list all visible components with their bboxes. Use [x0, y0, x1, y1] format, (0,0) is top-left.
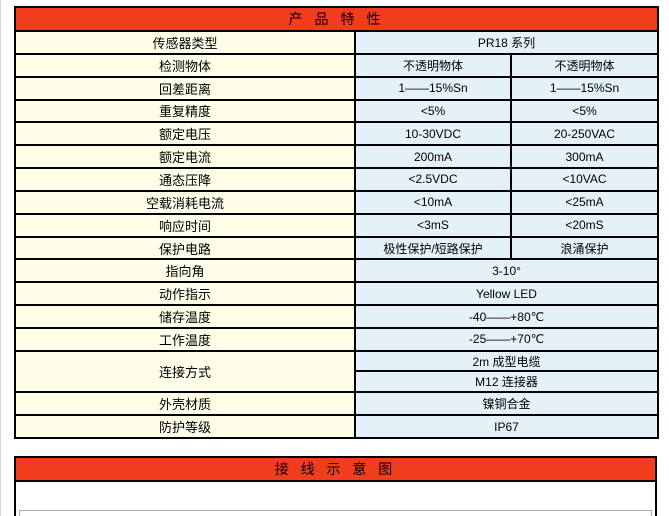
spec-value: 200mA [354, 144, 512, 170]
spec-label: 额定电压 [14, 121, 356, 147]
spec-label: 防护等级 [14, 414, 356, 439]
wiring-diagram-image [19, 510, 652, 516]
wiring-section-table: 接 线 示 意 图 [14, 456, 657, 516]
spec-row: 额定电压 10-30VDC 20-250VAC [14, 121, 660, 147]
spec-row: 重复精度 <5% <5% [14, 98, 660, 124]
spec-value: PR18 系列 [353, 30, 660, 55]
wiring-body-row [14, 480, 657, 516]
spec-value: <3mS [354, 212, 512, 238]
spec-value: 1——15%Sn [354, 75, 512, 101]
spec-row: 检测物体 不透明物体 不透明物体 [14, 52, 660, 78]
spec-row: 通态压降 <2.5VDC <10VAC [14, 167, 660, 192]
spec-label: 外壳材质 [14, 391, 356, 416]
spec-label: 重复精度 [14, 98, 356, 124]
spec-label: 指向角 [14, 258, 356, 284]
spec-label: 检测物体 [14, 52, 356, 78]
section-title-wiring-diagram: 接 线 示 意 图 [14, 456, 657, 482]
spec-value: <5% [509, 98, 660, 124]
spec-row: 指向角 3-10° [14, 258, 660, 284]
spec-value: 10-30VDC [354, 121, 512, 147]
spec-value: IP67 [353, 414, 660, 439]
spec-value: <10mA [354, 189, 512, 215]
spec-label: 空载消耗电流 [14, 189, 356, 215]
spec-label: 响应时间 [14, 212, 356, 238]
spec-label: 保护电路 [14, 235, 356, 261]
spec-value: 1——15%Sn [509, 75, 660, 101]
spec-row: 外壳材质 镍铜合金 [14, 391, 660, 416]
spec-row: 保护电路 极性保护/短路保护 浪涌保护 [14, 235, 660, 261]
spec-label: 连接方式 [14, 349, 356, 394]
spec-value: 20-250VAC [509, 121, 660, 147]
spec-value: <5% [354, 98, 512, 124]
spec-value: 3-10° [353, 258, 660, 284]
spec-value: 不透明物体 [509, 52, 660, 78]
spec-row: 防护等级 IP67 [14, 414, 660, 439]
spec-value: 2m 成型电缆 [353, 349, 660, 373]
spec-row: 储存温度 -40——+80℃ [14, 304, 660, 329]
spec-value: <25mA [509, 189, 660, 215]
spec-row: 动作指示 Yellow LED [14, 281, 660, 307]
spec-label: 传感器类型 [14, 30, 356, 55]
spec-label: 回差距离 [14, 75, 356, 101]
spec-value: 极性保护/短路保护 [354, 235, 512, 261]
spec-row: 传感器类型 PR18 系列 [14, 30, 660, 55]
spec-row: M12 连接器 [15, 370, 660, 394]
spec-value: <10VAC [509, 167, 660, 192]
spec-value: 浪涌保护 [509, 235, 660, 261]
spec-label: 通态压降 [14, 167, 356, 192]
spec-value: Yellow LED [353, 281, 660, 307]
spec-label: 工作温度 [14, 326, 356, 352]
spec-value: <20mS [509, 212, 660, 238]
section-title-product-features: 产 品 特 性 [13, 6, 660, 32]
spec-row: 工作温度 -25——+70℃ [14, 326, 660, 352]
spec-row: 额定电流 200mA 300mA [14, 144, 660, 170]
spec-row: 空载消耗电流 <10mA <25mA [14, 189, 660, 215]
spec-value: M12 连接器 [353, 370, 660, 394]
spec-label: 额定电流 [14, 144, 356, 170]
wiring-header-row: 接 线 示 意 图 [14, 456, 657, 482]
spec-header-row: 产 品 特 性 [13, 6, 660, 32]
spec-label: 动作指示 [14, 281, 356, 307]
spec-row: 回差距离 1——15%Sn 1——15%Sn [14, 75, 660, 101]
spec-row: 连接方式 2m 成型电缆 [14, 349, 660, 394]
spec-value: 镍铜合金 [353, 391, 660, 416]
spec-value: <2.5VDC [354, 167, 512, 192]
product-spec-table: 产 品 特 性 传感器类型 PR18 系列 检测物体 不透明物体 不透明物体 回差距离 1—… [13, 6, 660, 439]
spec-value: -40——+80℃ [353, 304, 660, 329]
spec-value: -25——+70℃ [353, 326, 660, 352]
spec-value: 不透明物体 [354, 52, 512, 78]
spec-label: 储存温度 [14, 304, 356, 329]
wiring-diagram-area [14, 480, 657, 516]
spec-value: 300mA [509, 144, 660, 170]
spec-row: 响应时间 <3mS <20mS [14, 212, 660, 238]
